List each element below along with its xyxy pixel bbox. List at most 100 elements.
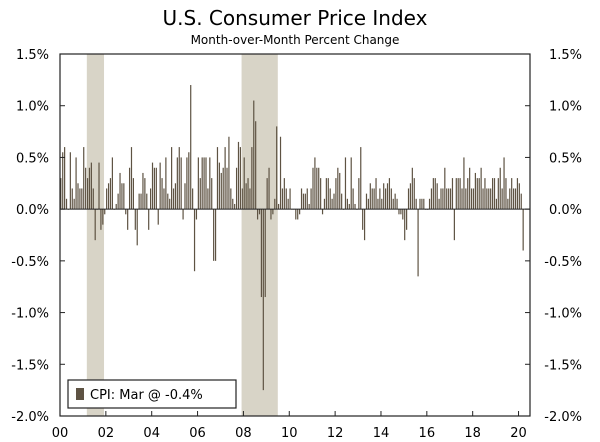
bar — [157, 209, 159, 225]
bar — [285, 188, 287, 210]
bar — [520, 193, 522, 210]
bar — [295, 209, 297, 220]
bar — [398, 209, 400, 215]
bar — [358, 178, 360, 210]
bar — [119, 172, 121, 210]
x-tick-label: 08 — [235, 426, 252, 441]
bar — [386, 183, 389, 210]
bar — [127, 209, 129, 230]
y-axis-right: 1.5% 1.0% 0.5% 0.0% -0.5% -1.0% -1.5% -2.0% — [525, 48, 582, 425]
bar — [381, 198, 383, 210]
bar — [274, 198, 276, 210]
recession-shading-group — [86, 54, 278, 416]
bar — [507, 198, 509, 210]
bar — [190, 85, 192, 210]
bar — [117, 193, 119, 210]
bar — [491, 178, 494, 210]
bar — [251, 147, 253, 210]
y-axis-left: 1.5% 1.0% 0.5% 0.0% -0.5% -1.0% -1.5% -2.0% — [11, 48, 65, 425]
bar — [402, 209, 404, 220]
bar — [64, 147, 66, 210]
bar — [310, 188, 312, 210]
bar — [335, 178, 337, 210]
y-tick-label-right: -2.0% — [544, 410, 582, 425]
bar — [207, 188, 209, 210]
bar — [367, 198, 369, 210]
bar — [394, 193, 396, 210]
y-tick-label-right: 0.0% — [549, 203, 582, 218]
legend-label-cpi: CPI: Mar @ -0.4% — [90, 388, 203, 403]
bar — [100, 209, 102, 230]
bar — [327, 178, 329, 210]
bar — [302, 193, 305, 210]
bar — [289, 188, 291, 210]
bar — [436, 183, 438, 210]
bar — [85, 167, 87, 210]
bar — [383, 183, 385, 210]
bar — [107, 183, 110, 210]
bar — [220, 172, 222, 210]
x-tick-label: 20 — [510, 426, 527, 441]
bar — [474, 172, 476, 210]
y-tick-label-left: 1.5% — [16, 48, 49, 63]
x-tick-label: 00 — [52, 426, 69, 441]
bar — [146, 193, 148, 210]
bar — [228, 136, 230, 210]
bar — [106, 188, 108, 210]
y-tick-label-left: 1.0% — [16, 100, 49, 115]
bar — [344, 157, 347, 210]
bar — [354, 203, 356, 210]
bar — [407, 188, 410, 210]
bar — [329, 188, 331, 210]
bar — [453, 209, 455, 241]
bar — [362, 209, 364, 230]
bar — [253, 100, 255, 210]
bar — [503, 157, 505, 210]
bar — [176, 157, 178, 210]
bar — [83, 147, 85, 210]
bar — [339, 172, 341, 210]
bar — [451, 178, 454, 210]
bar — [352, 188, 354, 210]
bar — [234, 203, 236, 210]
bar — [323, 198, 326, 210]
bar — [430, 188, 433, 210]
bar — [155, 167, 157, 210]
bar-series-cpi — [60, 85, 524, 391]
bar — [455, 178, 457, 210]
bar — [169, 198, 171, 210]
bar — [423, 198, 425, 210]
bar — [193, 209, 196, 272]
bar — [213, 209, 215, 261]
bar — [218, 162, 220, 210]
bar — [379, 188, 381, 210]
bar — [522, 209, 524, 251]
bar — [92, 188, 94, 210]
x-axis: 00 02 04 06 08 10 12 14 16 18 20 — [52, 411, 527, 441]
y-tick-label-left: -2.0% — [11, 410, 49, 425]
y-tick-label-right: -1.0% — [544, 307, 582, 322]
bar — [419, 198, 421, 210]
bar — [184, 183, 186, 210]
bar — [73, 198, 75, 210]
bar — [318, 167, 320, 210]
bar — [136, 209, 138, 246]
bar — [199, 178, 201, 210]
bar — [71, 188, 73, 210]
bar — [363, 209, 366, 241]
bar — [159, 162, 161, 210]
x-tick-label: 10 — [281, 426, 298, 441]
bar — [373, 188, 375, 210]
bar — [505, 178, 507, 210]
x-tick-label: 04 — [143, 426, 160, 441]
bar — [249, 188, 251, 210]
bar — [148, 209, 150, 230]
plot-frame — [59, 53, 531, 417]
bar — [513, 188, 515, 210]
bar — [428, 198, 431, 210]
bar — [260, 209, 263, 298]
bar — [482, 188, 484, 210]
bar — [144, 178, 146, 210]
x-tick-label: 18 — [464, 426, 481, 441]
